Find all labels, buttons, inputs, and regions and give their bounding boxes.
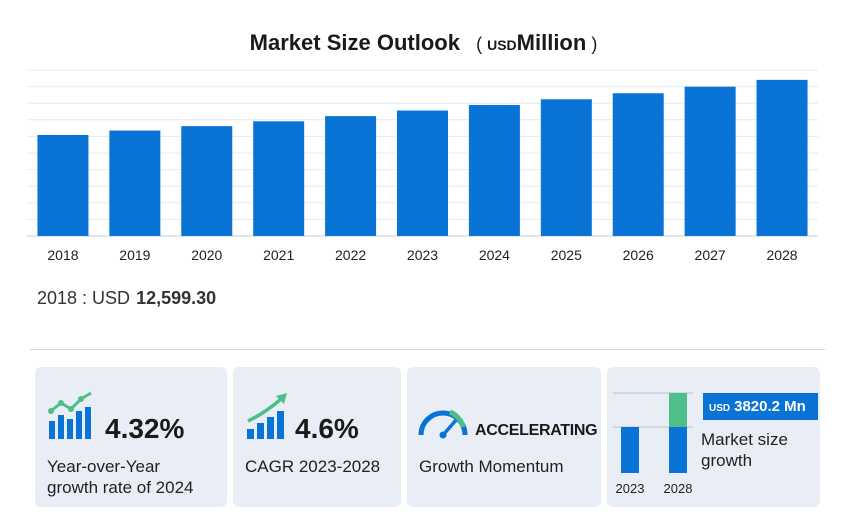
market-growth-line1: Market size (701, 430, 788, 449)
base-year-label: 2018 : USD (37, 288, 131, 308)
market-growth-line2: growth (701, 451, 753, 470)
title-unit-prefix: USD (487, 37, 517, 53)
mini-year-end: 2028 (664, 481, 693, 496)
bar-2020[interactable] (181, 126, 233, 236)
bar-2025[interactable] (540, 99, 592, 236)
yoy-label: Year-over-Year growth rate of 2024 (47, 456, 193, 498)
x-tick-label-2021: 2021 (263, 247, 294, 263)
cagr-label: CAGR 2023-2028 (245, 457, 381, 476)
bar-2027[interactable] (684, 86, 736, 236)
paren-close: ) (591, 34, 598, 54)
momentum-value: ACCELERATING (475, 422, 598, 439)
growth-badge: USD 3820.2 Mn (703, 393, 818, 420)
momentum-card: ACCELERATING Growth Momentum (407, 367, 601, 507)
yoy-label-line1: Year-over-Year (47, 457, 161, 476)
x-tick-label-2026: 2026 (623, 247, 654, 263)
bar-2021[interactable] (253, 121, 305, 236)
rising-bars-arrow-icon (247, 393, 287, 439)
speedometer-icon (418, 409, 468, 439)
section-divider (30, 349, 825, 350)
bar-2026[interactable] (612, 93, 664, 236)
x-tick-label-2025: 2025 (551, 247, 582, 263)
x-tick-label-2018: 2018 (47, 247, 78, 263)
bar-trend-up-icon (48, 391, 92, 439)
momentum-label: Growth Momentum (419, 457, 564, 476)
x-tick-label-2019: 2019 (119, 247, 150, 263)
title-main: Market Size Outlook (249, 30, 460, 55)
paren-open: ( (476, 34, 483, 54)
yoy-label-line2: growth rate of 2024 (47, 478, 194, 497)
x-tick-label-2028: 2028 (766, 247, 797, 263)
bar-2024[interactable] (468, 105, 520, 236)
bar-2028[interactable] (756, 79, 808, 236)
base-year-value: 12,599.30 (136, 288, 217, 308)
yoy-value: 4.32% (105, 413, 185, 444)
market-growth-card: 2023 2028 USD 3820.2 Mn Market size growt… (607, 367, 820, 507)
yoy-growth-card: 4.32% Year-over-Year growth rate of 2024 (35, 367, 227, 507)
base-year-stat: 2018 : USD 12,599.30 (37, 288, 216, 309)
bar-chart: 2018 2019 2020 2021 2022 2023 2024 2025 2026 2027… (27, 69, 818, 263)
cagr-card: 4.6% CAGR 2023-2028 (233, 367, 401, 507)
x-tick-label-2023: 2023 (407, 247, 438, 263)
chart-title: Market Size Outlook ( USDMillion ) (0, 30, 847, 56)
market-growth-label: Market size growth (701, 429, 788, 471)
bar-2023[interactable] (397, 110, 448, 236)
bar-2019[interactable] (109, 130, 161, 236)
badge-prefix: USD (709, 403, 731, 414)
cagr-value: 4.6% (295, 413, 359, 444)
x-tick-label-2022: 2022 (335, 247, 366, 263)
x-tick-label-2027: 2027 (695, 247, 726, 263)
bar-2018[interactable] (37, 134, 89, 236)
x-tick-label-2024: 2024 (479, 247, 510, 263)
stacked-growth-icon: 2023 2028 (613, 392, 693, 496)
badge-value: 3820.2 Mn (734, 398, 806, 415)
mini-year-start: 2023 (616, 481, 645, 496)
bar-2022[interactable] (325, 116, 377, 236)
title-unit: ( USDMillion ) (476, 30, 598, 55)
x-tick-label-2020: 2020 (191, 247, 222, 263)
title-unit-name: Million (516, 30, 587, 55)
